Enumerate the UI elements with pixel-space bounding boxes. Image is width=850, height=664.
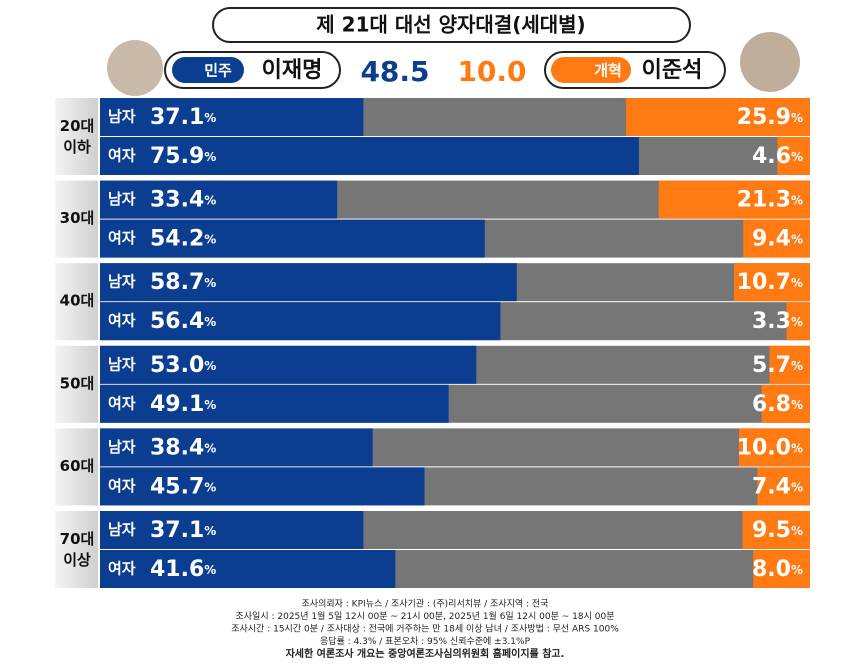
party-badge: [172, 57, 244, 83]
value-label: 9.5%: [752, 518, 803, 543]
group-label-box: [55, 428, 98, 506]
value-label: 4.6%: [752, 144, 803, 169]
value-label: 10.7%: [737, 270, 803, 295]
value-label: 41.6%: [150, 557, 216, 582]
value-label: 6.8%: [752, 392, 803, 417]
bar: [100, 137, 639, 175]
bar: [100, 98, 364, 136]
bar: [100, 345, 477, 384]
party-name: 민주: [204, 62, 232, 80]
bar: [100, 550, 396, 588]
group-label-box: [55, 345, 98, 423]
value-label: 8.0%: [752, 557, 803, 582]
bar: [786, 302, 810, 341]
row-label: 여자: [108, 560, 136, 578]
group-label-box: [55, 180, 98, 258]
group-label-box: [55, 98, 98, 175]
total-value: 10.0: [457, 55, 526, 88]
notes: 조사의뢰자 : KPI뉴스 / 조사기관 : (주)리서치뷰 / 조사지역 : …: [231, 598, 619, 661]
bar: [100, 428, 373, 467]
chart-title: 제 21대 대선 양자대결(세대별): [316, 13, 585, 37]
title-box: [212, 7, 691, 43]
value-label: 25.9%: [737, 105, 803, 130]
row-label: 여자: [108, 312, 136, 330]
group-label: 70대 이상: [60, 530, 95, 569]
value-label: 5.7%: [752, 353, 803, 378]
bar: [100, 219, 485, 258]
bar: [100, 302, 501, 341]
value-label: 33.4%: [150, 188, 216, 213]
value-label: 38.4%: [150, 435, 216, 460]
group-label: 20대 이하: [60, 117, 95, 156]
value-label: 37.1%: [150, 518, 216, 543]
row-label: 남자: [108, 521, 136, 539]
group-label: 30대: [60, 209, 95, 227]
bar: [734, 263, 810, 302]
party-badge: [551, 57, 631, 83]
bar: [761, 384, 810, 423]
bar: [100, 180, 338, 219]
value-label: 58.7%: [150, 270, 216, 295]
value-label: 7.4%: [752, 474, 803, 499]
value-label: 75.9%: [150, 144, 216, 169]
value-label: 10.0%: [737, 435, 803, 460]
note: 자세한 여론조사 개요는 중앙여론조사심의위원회 홈페이지를 참고.: [286, 647, 565, 660]
value-label: 3.3%: [752, 309, 803, 334]
row-label: 남자: [108, 108, 136, 126]
bar: [739, 428, 810, 467]
group-label: 40대: [60, 292, 95, 310]
value-label: 53.0%: [150, 353, 216, 378]
bar: [100, 511, 364, 549]
party-name: 개혁: [594, 62, 622, 80]
candidate-name: 이재명: [262, 58, 323, 83]
row-label: 여자: [108, 147, 136, 165]
row-label: 남자: [108, 190, 136, 208]
group-label-box: [55, 263, 98, 341]
bar: [769, 345, 810, 384]
bar: [742, 511, 810, 549]
bar: [100, 467, 425, 506]
total-value: 48.5: [360, 55, 429, 88]
value-label: 9.4%: [752, 227, 803, 252]
row-label: 남자: [108, 273, 136, 291]
note: 조사의뢰자 : KPI뉴스 / 조사기관 : (주)리서치뷰 / 조사지역 : …: [302, 598, 549, 610]
group-label: 50대: [60, 374, 95, 392]
note: 응답률 : 4.3% / 표본오차 : 95% 신뢰수준에 ±3.1%P: [320, 635, 531, 647]
bar: [626, 98, 810, 136]
bar: [658, 180, 810, 219]
value-label: 54.2%: [150, 227, 216, 252]
row-label: 여자: [108, 477, 136, 495]
bar: [757, 467, 810, 506]
bar: [100, 384, 449, 423]
note: 조사시간 : 15시간 0분 / 조사대상 : 전국에 거주하는 만 18세 이…: [231, 624, 619, 635]
candidate-photo: [107, 40, 163, 96]
value-label: 21.3%: [737, 188, 803, 213]
value-label: 45.7%: [150, 474, 216, 499]
group-label: 60대: [60, 457, 95, 475]
row-label: 여자: [108, 394, 136, 412]
row-label: 여자: [108, 229, 136, 247]
note: 조사일시 : 2025년 1월 5일 12시 00분 ~ 21시 00분, 20…: [236, 610, 615, 622]
candidate-photo: [740, 32, 800, 92]
value-label: 56.4%: [150, 309, 216, 334]
bar: [100, 263, 517, 302]
bar: [753, 550, 810, 588]
row-label: 남자: [108, 438, 136, 456]
candidate-name: 이준석: [642, 58, 703, 83]
group-label-box: [55, 511, 98, 588]
bar: [777, 137, 810, 175]
value-label: 37.1%: [150, 105, 216, 130]
value-label: 49.1%: [150, 392, 216, 417]
row-label: 남자: [108, 355, 136, 373]
bar: [743, 219, 810, 258]
